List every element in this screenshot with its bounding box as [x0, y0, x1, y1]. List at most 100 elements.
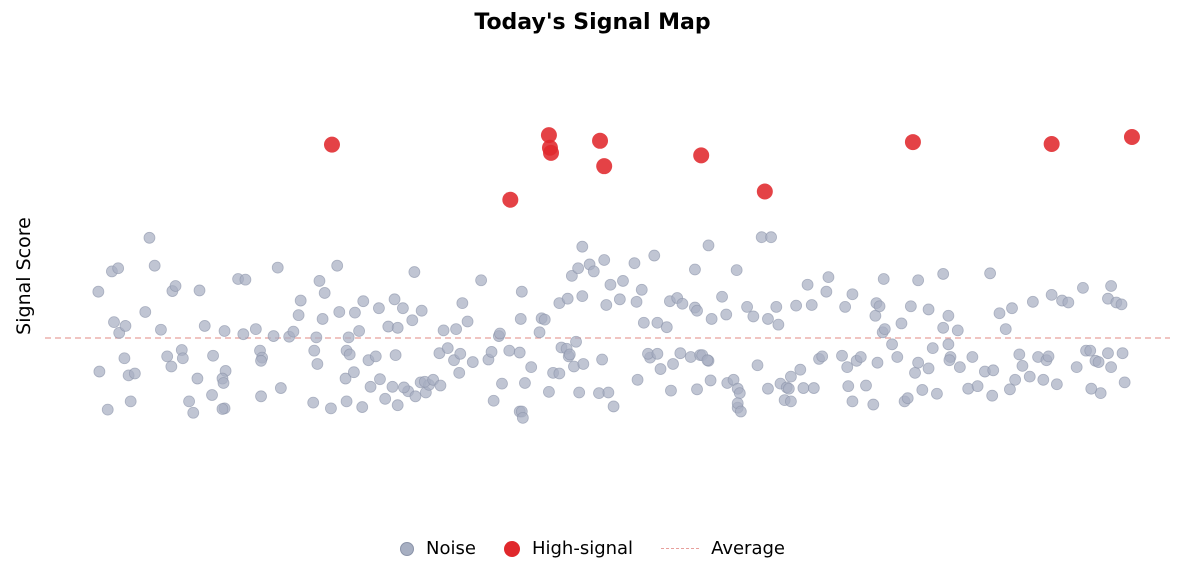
noise-point [255, 354, 267, 367]
noise-point [942, 309, 955, 322]
noise-point [801, 278, 814, 291]
high-signal-point [1043, 135, 1060, 152]
noise-point [604, 278, 617, 291]
noise-point [128, 367, 141, 380]
noise-point [877, 273, 890, 285]
noise-point [860, 379, 872, 392]
noise-point [118, 352, 131, 365]
noise-point [720, 308, 733, 321]
noise-point [665, 384, 677, 397]
noise-point [942, 338, 955, 351]
noise-point [846, 395, 859, 408]
noise-point [839, 301, 852, 313]
noise-point [408, 266, 421, 278]
noise-point [886, 338, 898, 351]
noise-point [325, 402, 337, 415]
noise-point [124, 395, 137, 408]
noise-point [1016, 359, 1029, 372]
noise-point [391, 321, 404, 334]
noise-point [475, 274, 488, 287]
noise-point [912, 356, 925, 369]
noise-point [161, 350, 174, 363]
noise-point [525, 361, 538, 374]
noise-point [891, 351, 904, 363]
noise-point [904, 300, 917, 313]
legend-marker-average [661, 548, 700, 549]
noise-point [316, 313, 329, 325]
high-signal-point [693, 147, 710, 164]
noise-point [493, 327, 506, 340]
noise-point [922, 303, 935, 316]
noise-point [716, 290, 728, 303]
noise-point [218, 325, 231, 337]
noise-point [119, 320, 132, 332]
noise-point [353, 325, 365, 337]
noise-point [386, 380, 399, 393]
legend-marker-high-signal [503, 540, 520, 557]
noise-point [765, 231, 777, 244]
noise-point [198, 320, 211, 332]
noise-point [450, 323, 462, 335]
noise-point [953, 361, 966, 374]
noise-point [966, 351, 979, 363]
noise-point [617, 275, 629, 287]
noise-point [396, 302, 409, 315]
noise-point [561, 292, 574, 305]
noise-point [292, 309, 305, 322]
noise-point [1084, 344, 1097, 357]
noise-point [674, 347, 687, 360]
high-signal-point [543, 144, 560, 161]
noise-point [794, 363, 807, 376]
noise-point [307, 396, 320, 409]
noise-point [538, 313, 551, 326]
noise-point [705, 313, 718, 325]
legend-item-noise: Noise [400, 538, 476, 559]
noise-point [689, 263, 701, 276]
noise-point [169, 280, 182, 292]
noise-point [514, 313, 527, 325]
noise-point [993, 307, 1006, 320]
noise-point [660, 321, 673, 334]
noise-point [836, 349, 848, 362]
high-signal-point [596, 158, 613, 175]
noise-point [217, 377, 230, 389]
noise-point [356, 401, 369, 413]
noise-point [577, 358, 590, 370]
noise-point [434, 379, 447, 392]
noise-point [1023, 370, 1036, 383]
noise-point [373, 302, 385, 315]
noise-point [519, 377, 531, 389]
noise-point [237, 328, 250, 341]
noise-point [573, 386, 586, 399]
high-signal-point [904, 134, 921, 151]
noise-point [1105, 280, 1117, 292]
noise-point [730, 264, 743, 277]
noise-point [533, 326, 546, 339]
noise-point [92, 285, 105, 298]
noise-point [347, 366, 360, 379]
noise-point [1077, 281, 1089, 294]
noise-point [762, 382, 774, 395]
noise-point [374, 373, 386, 386]
noise-point [741, 301, 753, 313]
noise-point [576, 240, 589, 253]
noise-point [1026, 295, 1039, 308]
noise-point [937, 268, 950, 280]
noise-point [628, 257, 641, 270]
noise-point [294, 294, 307, 307]
high-signal-point [502, 191, 519, 208]
noise-point [101, 403, 114, 416]
noise-point [454, 347, 467, 360]
noise-point [770, 301, 783, 313]
noise-point [1085, 382, 1098, 395]
noise-point [1115, 298, 1128, 311]
noise-point [364, 380, 377, 393]
noise-point [249, 323, 262, 335]
noise-point [388, 293, 401, 306]
noise-point [871, 356, 884, 369]
noise-point [415, 304, 428, 317]
noise-point [691, 304, 703, 317]
noise-point [206, 389, 218, 401]
noise-point [637, 316, 650, 329]
high-signal-point [1123, 129, 1140, 145]
